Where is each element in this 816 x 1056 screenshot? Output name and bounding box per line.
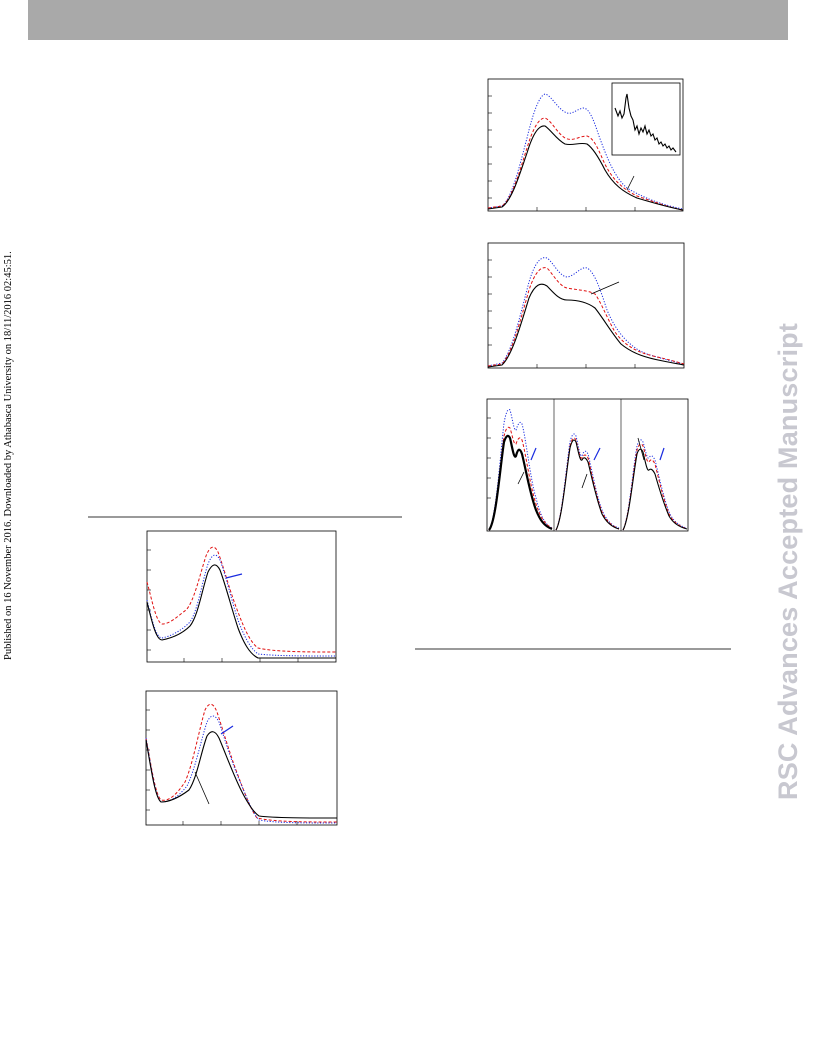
- figure-d-frame: [146, 530, 337, 663]
- figure-c-p1-black-arrow: [517, 471, 525, 485]
- figure-c-p2-black-curve: [555, 439, 620, 531]
- figure-c-p2-red-curve: [555, 437, 620, 531]
- figure-d-spectrum: [146, 530, 337, 663]
- figure-c-three-panels: [486, 398, 689, 532]
- figure-c-p3-blue-arrow: [659, 447, 665, 461]
- figure-d-black-curve: [146, 564, 336, 659]
- figure-d-ticks: [147, 549, 299, 662]
- figure-c-p3-black-arrow: [637, 437, 645, 461]
- figure-a-red-curve: [487, 117, 684, 211]
- figure-e-black-arrow: [194, 771, 210, 805]
- figure-e-frame: [145, 690, 338, 826]
- figure-c-ticks: [487, 417, 491, 499]
- figure-c-frame: [486, 398, 689, 532]
- figure-c-p3-black-curve: [622, 448, 688, 531]
- figure-a-inset: [611, 82, 681, 156]
- figure-b-ticks: [488, 259, 636, 368]
- right-column-rule: [415, 648, 731, 650]
- figure-c-p1-blue-arrow: [530, 447, 537, 461]
- accepted-manuscript-watermark-text: RSC Advances Accepted Manuscript: [773, 322, 803, 800]
- figure-a-spectrum: [487, 78, 684, 212]
- figure-a-arrow: [626, 175, 635, 191]
- figure-b-black-curve: [487, 283, 685, 368]
- figure-e-blue-curve: [145, 715, 338, 824]
- figure-b-frame: [487, 242, 685, 369]
- figure-b-red-curve: [487, 267, 685, 367]
- figure-b-spectrum: [487, 242, 685, 369]
- figure-c-p1-blue-curve: [488, 409, 553, 531]
- figure-b-arrow: [590, 281, 620, 295]
- figure-c-p2-blue-arrow: [593, 447, 601, 461]
- figure-e-spectrum: [145, 690, 338, 826]
- figure-e-ticks: [146, 709, 298, 825]
- figure-a-inset-curve: [614, 93, 677, 153]
- figure-e-blue-arrow: [220, 725, 234, 735]
- publication-side-note-text: Published on 16 November 2016. Downloade…: [3, 251, 14, 660]
- figure-a-ticks: [488, 95, 636, 211]
- figure-a-frame: [487, 78, 684, 212]
- figure-d-blue-curve: [146, 554, 337, 657]
- figure-c-p2-blue-curve: [555, 433, 620, 531]
- left-column-rule: [88, 516, 402, 518]
- figure-c-p3-blue-curve: [622, 439, 688, 531]
- figure-c-p1-black-curve: [488, 434, 553, 531]
- figure-a-black-curve: [487, 125, 684, 211]
- figure-d-red-curve: [146, 546, 337, 653]
- top-banner: [28, 0, 788, 40]
- figure-a-blue-curve: [487, 93, 684, 210]
- figure-e-red-curve: [145, 703, 338, 823]
- figure-c-p3-red-curve: [622, 443, 688, 531]
- figure-c-p2-black-arrow: [581, 473, 588, 489]
- figure-e-black-curve: [145, 731, 338, 819]
- figure-d-blue-arrow: [225, 573, 243, 579]
- figure-b-blue-curve: [487, 257, 685, 367]
